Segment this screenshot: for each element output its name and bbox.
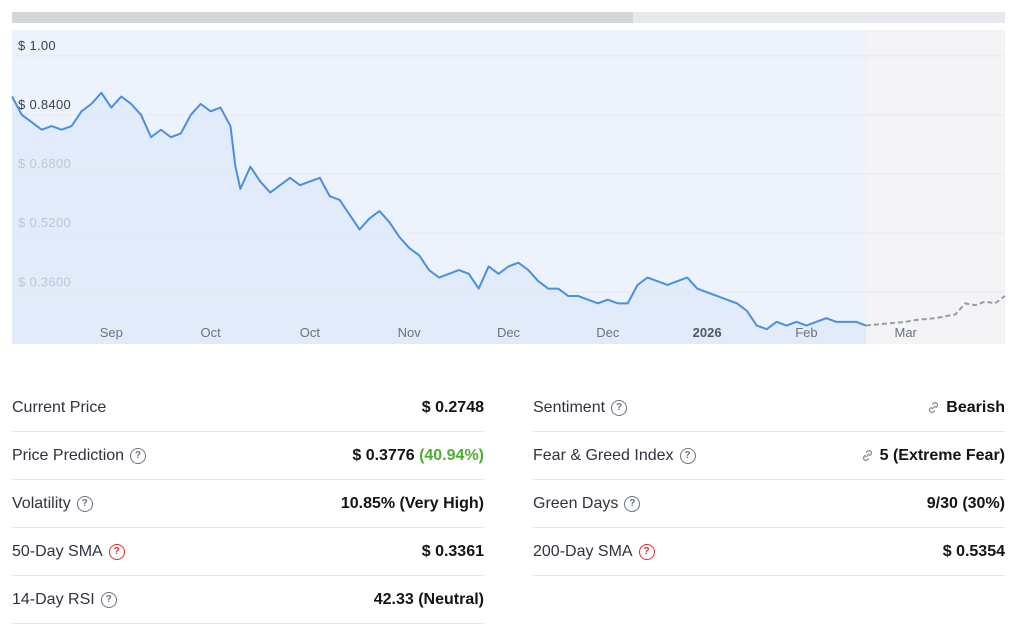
stat-label-text: 200-Day SMA: [533, 542, 633, 560]
y-tick-label: $ 0.8400: [18, 97, 71, 112]
stat-row-volatility: Volatility? 10.85% (Very High): [12, 480, 484, 528]
x-tick-label: Sep: [100, 325, 123, 340]
stat-value: $ 0.5354: [942, 542, 1005, 560]
x-tick-label: Nov: [398, 325, 422, 340]
prediction-change: (40.94%): [419, 446, 484, 464]
stat-row-14-day-rsi: 14-Day RSI? 42.33 (Neutral): [12, 576, 484, 624]
x-tick-label: Feb: [795, 325, 817, 340]
stat-label: Sentiment?: [533, 398, 628, 417]
x-tick-label: Oct: [200, 325, 221, 340]
range-scrollbar[interactable]: [12, 12, 1005, 23]
stat-row-current-price: Current Price $ 0.2748: [12, 384, 484, 432]
y-tick-label: $ 1.00: [18, 38, 56, 53]
stat-value: 42.33 (Neutral): [373, 590, 484, 608]
stat-value: 9/30 (30%): [926, 494, 1005, 512]
price-line: [11, 91, 867, 331]
help-icon[interactable]: ?: [108, 543, 125, 560]
stat-label: Fear & Greed Index?: [533, 447, 696, 465]
stat-value-text: $ 0.3776: [352, 446, 415, 464]
link-icon: [862, 450, 872, 461]
stat-label-text: Green Days: [533, 494, 619, 512]
stat-value[interactable]: Bearish: [926, 399, 1005, 417]
link-icon: [929, 402, 939, 413]
stat-label: 200-Day SMA?: [533, 543, 655, 561]
stat-label: Current Price: [12, 399, 106, 417]
stat-label: 14-Day RSI?: [12, 591, 117, 609]
stat-label: Volatility?: [12, 495, 93, 513]
help-icon[interactable]: ?: [638, 543, 655, 560]
x-tick-label: 2026: [693, 325, 722, 340]
stat-value: $ 0.2748: [421, 398, 484, 416]
sentiment-value: Bearish: [946, 398, 1005, 416]
price-area: [12, 92, 866, 344]
price-chart: $ 1.00$ 0.8400$ 0.6800$ 0.5200$ 0.3600Se…: [11, 30, 1006, 344]
stat-label-text: 50-Day SMA: [12, 542, 103, 560]
stat-row-price-prediction: Price Prediction? $ 0.3776 (40.94%): [12, 432, 484, 480]
stat-row-200-day-sma: 200-Day SMA? $ 0.5354: [533, 528, 1005, 576]
x-tick-label: Oct: [300, 325, 321, 340]
stat-row-fear-greed: Fear & Greed Index? 5 (Extreme Fear): [533, 432, 1005, 480]
help-icon[interactable]: ?: [100, 591, 117, 608]
stat-value: $ 0.3776 (40.94%): [352, 447, 484, 465]
stat-label: Green Days?: [533, 494, 641, 513]
stat-value[interactable]: 5 (Extreme Fear): [860, 447, 1005, 465]
help-icon[interactable]: ?: [611, 399, 628, 416]
stat-label-text: Fear & Greed Index: [533, 446, 674, 464]
forecast-background: [865, 30, 1005, 344]
stat-row-50-day-sma: 50-Day SMA? $ 0.3361: [12, 528, 484, 576]
stat-label-text: Price Prediction: [12, 446, 125, 464]
x-tick-label: Dec: [596, 325, 620, 340]
stat-label-text: 14-Day RSI: [12, 590, 95, 608]
stat-value: $ 0.3361: [421, 542, 484, 560]
fear-greed-value: 5 (Extreme Fear): [879, 446, 1005, 464]
stat-label-text: Volatility: [12, 494, 71, 512]
x-tick-label: Dec: [497, 325, 521, 340]
stats-left-column: Current Price $ 0.2748 Price Prediction?…: [12, 384, 484, 624]
stat-row-sentiment: Sentiment? Bearish: [533, 384, 1005, 432]
stat-row-green-days: Green Days? 9/30 (30%): [533, 480, 1005, 528]
forecast-line: [865, 295, 1006, 327]
range-scrollbar-thumb[interactable]: [12, 12, 633, 23]
stat-label: Price Prediction?: [12, 446, 147, 465]
stat-value: 10.85% (Very High): [340, 494, 484, 512]
stat-label: 50-Day SMA?: [12, 543, 125, 561]
help-icon[interactable]: ?: [76, 495, 93, 512]
stats-right-column: Sentiment? Bearish Fear & Greed Index? 5…: [533, 384, 1005, 576]
x-tick-label: Mar: [895, 325, 918, 340]
stat-label-text: Current Price: [12, 398, 107, 416]
help-icon[interactable]: ?: [624, 495, 641, 512]
help-icon[interactable]: ?: [130, 447, 147, 464]
stat-label-text: Sentiment: [533, 398, 606, 416]
help-icon[interactable]: ?: [679, 447, 696, 464]
